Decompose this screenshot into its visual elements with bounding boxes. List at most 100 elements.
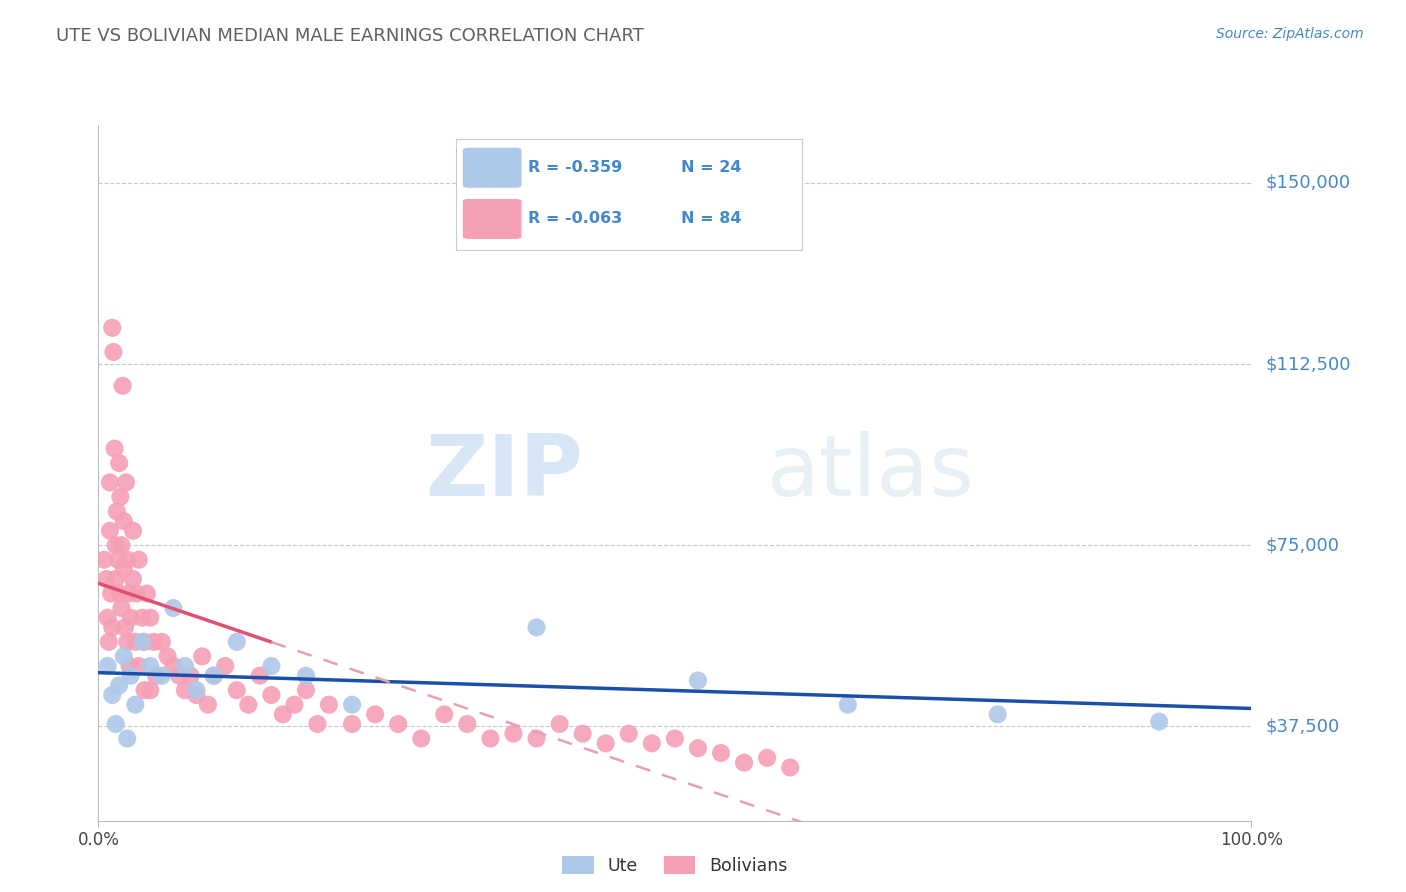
Point	[134, 635, 156, 649]
Point	[108, 456, 131, 470]
Point	[595, 736, 617, 750]
Point	[571, 726, 593, 740]
Point	[283, 698, 305, 712]
Point	[837, 698, 859, 712]
Point	[104, 538, 127, 552]
Point	[135, 586, 157, 600]
Text: ZIP: ZIP	[425, 431, 582, 515]
Point	[131, 635, 153, 649]
Point	[202, 669, 225, 683]
Point	[162, 659, 184, 673]
Point	[97, 611, 120, 625]
Point	[664, 731, 686, 746]
Text: atlas: atlas	[768, 431, 976, 515]
Point	[686, 741, 709, 756]
Point	[124, 635, 146, 649]
Point	[104, 572, 127, 586]
Point	[108, 586, 131, 600]
Point	[98, 475, 121, 490]
Text: Source: ZipAtlas.com: Source: ZipAtlas.com	[1216, 27, 1364, 41]
Point	[103, 442, 125, 456]
Point	[238, 698, 260, 712]
Point	[186, 683, 208, 698]
Point	[97, 659, 120, 673]
Point	[340, 698, 363, 712]
Point	[122, 572, 145, 586]
Point	[225, 635, 247, 649]
Point	[110, 490, 132, 504]
Point	[124, 698, 146, 712]
Point	[131, 611, 153, 625]
Point	[105, 504, 128, 518]
Point	[456, 717, 478, 731]
Point	[295, 669, 318, 683]
Point	[101, 620, 124, 634]
Point	[156, 649, 179, 664]
Point	[117, 731, 138, 746]
Point	[202, 669, 225, 683]
Point	[260, 688, 283, 702]
Point	[117, 635, 138, 649]
Point	[125, 586, 148, 600]
Point	[249, 669, 271, 683]
Point	[548, 717, 571, 731]
Point	[150, 669, 173, 683]
Point	[97, 635, 120, 649]
Point	[756, 751, 779, 765]
Point	[112, 562, 135, 576]
Point	[271, 707, 294, 722]
Point	[710, 746, 733, 760]
Point	[114, 620, 136, 634]
Point	[98, 524, 121, 538]
Point	[197, 698, 219, 712]
Point	[502, 726, 524, 740]
Point	[411, 731, 433, 746]
Point	[260, 659, 283, 673]
Point	[110, 601, 132, 615]
Point	[340, 717, 363, 731]
Text: $112,500: $112,500	[1265, 355, 1351, 373]
Point	[180, 669, 202, 683]
Point	[103, 345, 125, 359]
Point	[225, 683, 247, 698]
Point	[100, 586, 122, 600]
Point	[150, 635, 173, 649]
Point	[387, 717, 409, 731]
Point	[174, 683, 197, 698]
Point	[117, 552, 138, 567]
Point	[186, 688, 208, 702]
Point	[139, 683, 162, 698]
Point	[139, 659, 162, 673]
Text: $37,500: $37,500	[1265, 717, 1340, 735]
Point	[93, 552, 115, 567]
Point	[295, 683, 318, 698]
Point	[134, 683, 156, 698]
Point	[96, 572, 118, 586]
Point	[779, 760, 801, 774]
Text: UTE VS BOLIVIAN MEDIAN MALE EARNINGS CORRELATION CHART: UTE VS BOLIVIAN MEDIAN MALE EARNINGS COR…	[56, 27, 644, 45]
Point	[433, 707, 456, 722]
Point	[115, 475, 138, 490]
Point	[104, 717, 127, 731]
Point	[128, 659, 150, 673]
Point	[101, 321, 124, 335]
Point	[117, 586, 139, 600]
Point	[110, 538, 132, 552]
Point	[145, 669, 167, 683]
Point	[191, 649, 214, 664]
Point	[214, 659, 236, 673]
Point	[108, 678, 131, 692]
Point	[174, 659, 197, 673]
Point	[686, 673, 709, 688]
Point	[107, 552, 129, 567]
Point	[111, 379, 134, 393]
Point	[733, 756, 755, 770]
Point	[112, 514, 135, 528]
Point	[112, 649, 135, 664]
Point	[162, 601, 184, 615]
Point	[987, 707, 1010, 722]
Point	[526, 620, 548, 634]
Point	[307, 717, 329, 731]
Text: $150,000: $150,000	[1265, 174, 1350, 192]
Point	[139, 611, 162, 625]
